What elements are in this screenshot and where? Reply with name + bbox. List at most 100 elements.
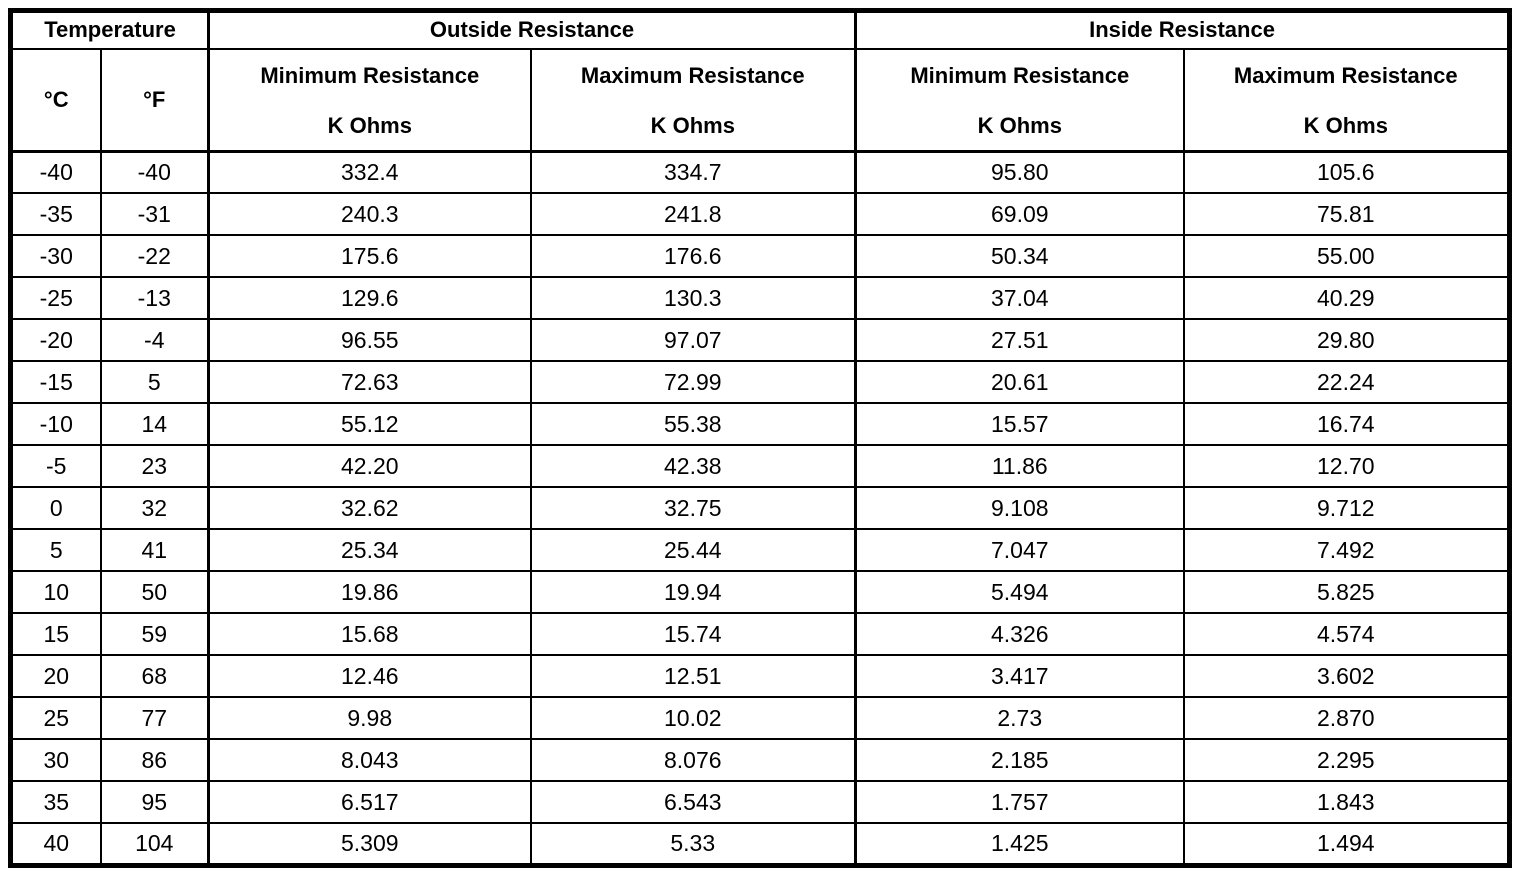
cell-inside-max: 9.712 [1182,486,1511,530]
table-row: -20 -4 96.55 97.07 27.51 29.80 [9,318,1511,362]
table-row: -5 23 42.20 42.38 11.86 12.70 [9,444,1511,488]
cell-temp-c: -15 [9,360,102,404]
column-header-dual-label: Minimum Resistance K Ohms [212,50,529,148]
cell-inside-min: 2.73 [854,696,1185,740]
cell-temp-c: 0 [9,486,102,530]
cell-outside-min: 12.46 [207,654,532,698]
cell-inside-max: 12.70 [1182,444,1511,488]
cell-inside-max: 4.574 [1182,612,1511,656]
cell-outside-max: 25.44 [529,528,857,572]
cell-temp-c: -10 [9,402,102,446]
cell-inside-min: 1.425 [854,822,1185,866]
cell-outside-min: 6.517 [207,780,532,824]
column-header-temp-c: °C [9,47,102,153]
cell-temp-c: 15 [9,612,102,656]
cell-outside-min: 96.55 [207,318,532,362]
cell-outside-min: 240.3 [207,192,532,236]
cell-inside-max: 55.00 [1182,234,1511,278]
cell-inside-min: 69.09 [854,192,1185,236]
column-header-inside-min: Minimum Resistance K Ohms [854,47,1185,153]
cell-temp-f: 104 [99,822,210,866]
cell-outside-min: 129.6 [207,276,532,320]
table-row: 40 104 5.309 5.33 1.425 1.494 [9,822,1511,866]
cell-inside-min: 2.185 [854,738,1185,782]
cell-outside-min: 42.20 [207,444,532,488]
cell-inside-min: 20.61 [854,360,1185,404]
cell-temp-c: -5 [9,444,102,488]
cell-outside-min: 5.309 [207,822,532,866]
table-row: 30 86 8.043 8.076 2.185 2.295 [9,738,1511,782]
cell-temp-f: 23 [99,444,210,488]
cell-temp-c: 35 [9,780,102,824]
cell-outside-min: 55.12 [207,402,532,446]
cell-outside-max: 5.33 [529,822,857,866]
cell-inside-min: 4.326 [854,612,1185,656]
cell-inside-min: 15.57 [854,402,1185,446]
cell-outside-max: 8.076 [529,738,857,782]
cell-inside-max: 1.843 [1182,780,1511,824]
cell-temp-f: 50 [99,570,210,614]
cell-inside-max: 5.825 [1182,570,1511,614]
cell-temp-c: -40 [9,150,102,194]
column-header-unit: K Ohms [327,112,412,138]
cell-temp-c: 30 [9,738,102,782]
cell-outside-max: 130.3 [529,276,857,320]
column-header-unit: K Ohms [977,112,1062,138]
cell-temp-c: 20 [9,654,102,698]
cell-inside-min: 5.494 [854,570,1185,614]
cell-temp-f: -13 [99,276,210,320]
cell-temp-f: 14 [99,402,210,446]
table-body: -40 -40 332.4 334.7 95.80 105.6 -35 -31 240.3 241… [9,150,1511,866]
column-header-unit: K Ohms [650,112,735,138]
cell-inside-min: 37.04 [854,276,1185,320]
cell-outside-min: 175.6 [207,234,532,278]
column-header-dual-label: Maximum Resistance K Ohms [533,50,854,148]
cell-inside-max: 22.24 [1182,360,1511,404]
cell-inside-min: 27.51 [854,318,1185,362]
table-row: 10 50 19.86 19.94 5.494 5.825 [9,570,1511,614]
cell-temp-c: 25 [9,696,102,740]
thermistor-resistance-table: Temperature Outside Resistance Inside Re… [8,8,1513,868]
cell-outside-max: 176.6 [529,234,857,278]
column-header-label: Maximum Resistance [580,62,805,88]
table-row: 25 77 9.98 10.02 2.73 2.870 [9,696,1511,740]
table-row: 20 68 12.46 12.51 3.417 3.602 [9,654,1511,698]
cell-inside-max: 16.74 [1182,402,1511,446]
cell-outside-max: 97.07 [529,318,857,362]
column-header-label: Maximum Resistance [1233,62,1458,88]
table-row: 35 95 6.517 6.543 1.757 1.843 [9,780,1511,824]
cell-outside-max: 12.51 [529,654,857,698]
cell-outside-max: 72.99 [529,360,857,404]
cell-inside-max: 2.870 [1182,696,1511,740]
cell-outside-max: 32.75 [529,486,857,530]
cell-inside-max: 7.492 [1182,528,1511,572]
group-header-row: Temperature Outside Resistance Inside Re… [9,9,1511,50]
cell-inside-min: 3.417 [854,654,1185,698]
cell-outside-max: 334.7 [529,150,857,194]
cell-temp-f: 95 [99,780,210,824]
column-header-unit: K Ohms [1303,112,1388,138]
cell-outside-min: 72.63 [207,360,532,404]
cell-temp-f: 59 [99,612,210,656]
cell-inside-max: 1.494 [1182,822,1511,866]
column-header-dual-label: Minimum Resistance K Ohms [859,50,1182,148]
cell-inside-min: 11.86 [854,444,1185,488]
cell-temp-f: 68 [99,654,210,698]
cell-outside-min: 32.62 [207,486,532,530]
cell-inside-min: 7.047 [854,528,1185,572]
cell-outside-min: 15.68 [207,612,532,656]
column-header-inside-max: Maximum Resistance K Ohms [1182,47,1511,153]
cell-temp-c: -20 [9,318,102,362]
cell-inside-max: 2.295 [1182,738,1511,782]
group-header-inside-resistance: Inside Resistance [854,9,1511,50]
table-row: -30 -22 175.6 176.6 50.34 55.00 [9,234,1511,278]
column-header-outside-min: Minimum Resistance K Ohms [207,47,532,153]
cell-outside-min: 25.34 [207,528,532,572]
cell-inside-max: 75.81 [1182,192,1511,236]
cell-outside-min: 19.86 [207,570,532,614]
cell-inside-min: 1.757 [854,780,1185,824]
cell-outside-max: 15.74 [529,612,857,656]
cell-temp-c: -35 [9,192,102,236]
table-row: 5 41 25.34 25.44 7.047 7.492 [9,528,1511,572]
